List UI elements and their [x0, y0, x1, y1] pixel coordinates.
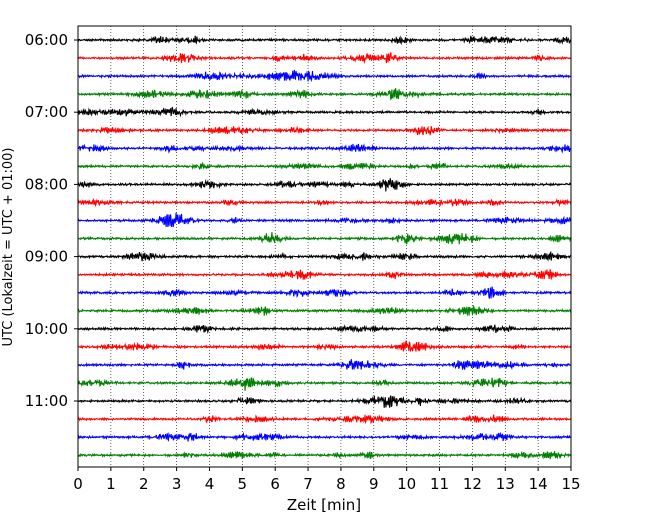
x-tick-label: 1 — [106, 475, 116, 493]
y-tick-label: 09:00 — [25, 248, 68, 266]
x-axis-label: Zeit [min] — [287, 496, 361, 514]
trace-0630 — [77, 69, 572, 83]
y-tick-label: 06:00 — [25, 31, 68, 49]
x-tick-label: 6 — [270, 475, 280, 493]
x-tick-label: 13 — [496, 475, 515, 493]
trace-0845 — [77, 232, 572, 245]
x-tick-label: 11 — [430, 475, 449, 493]
trace-0600 — [77, 35, 572, 46]
x-tick-label: 10 — [397, 475, 416, 493]
trace-0800 — [77, 178, 572, 192]
trace-1145 — [77, 450, 572, 460]
trace-0900 — [77, 250, 572, 262]
y-tick-label: 07:00 — [25, 103, 68, 121]
trace-0915 — [77, 269, 572, 280]
trace-1000 — [77, 324, 572, 335]
y-tick-label: 10:00 — [25, 320, 68, 338]
traces — [77, 35, 572, 460]
y-tick-label: 08:00 — [25, 175, 68, 193]
trace-0830 — [77, 212, 572, 228]
x-tick-label: 7 — [303, 475, 313, 493]
y-axis-label: UTC (Lokalzeit = UTC + 01:00) — [1, 148, 16, 347]
y-axis-ticks: 06:00 07:00 08:00 09:00 10:00 11:00 — [25, 31, 78, 410]
y-tick-label: 11:00 — [25, 392, 68, 410]
x-tick-label: 12 — [463, 475, 482, 493]
x-tick-label: 8 — [336, 475, 346, 493]
trace-1130 — [77, 431, 572, 442]
trace-0615 — [77, 52, 571, 64]
trace-0745 — [77, 161, 572, 171]
x-tick-label: 3 — [172, 475, 182, 493]
trace-1045 — [77, 377, 572, 391]
trace-0930 — [77, 286, 572, 299]
x-tick-label: 9 — [369, 475, 379, 493]
x-tick-label: 2 — [139, 475, 149, 493]
x-axis-ticks: 0 1 2 3 4 5 6 7 8 9 10 11 12 13 14 15 — [73, 467, 581, 493]
trace-0815 — [77, 198, 572, 208]
x-tick-label: 4 — [205, 475, 215, 493]
trace-0730 — [77, 143, 572, 154]
x-tick-label: 5 — [238, 475, 248, 493]
plot-frame — [77, 25, 572, 468]
trace-1115 — [77, 414, 572, 425]
trace-0945 — [77, 305, 572, 317]
trace-1030 — [77, 359, 572, 370]
x-tick-label: 15 — [561, 475, 580, 493]
trace-0645 — [77, 88, 572, 101]
x-tick-label: 14 — [529, 475, 548, 493]
trace-1015 — [77, 340, 572, 353]
trace-0715 — [77, 125, 572, 136]
trace-0700 — [77, 106, 572, 118]
x-tick-label: 0 — [73, 475, 83, 493]
trace-1100 — [77, 395, 572, 408]
